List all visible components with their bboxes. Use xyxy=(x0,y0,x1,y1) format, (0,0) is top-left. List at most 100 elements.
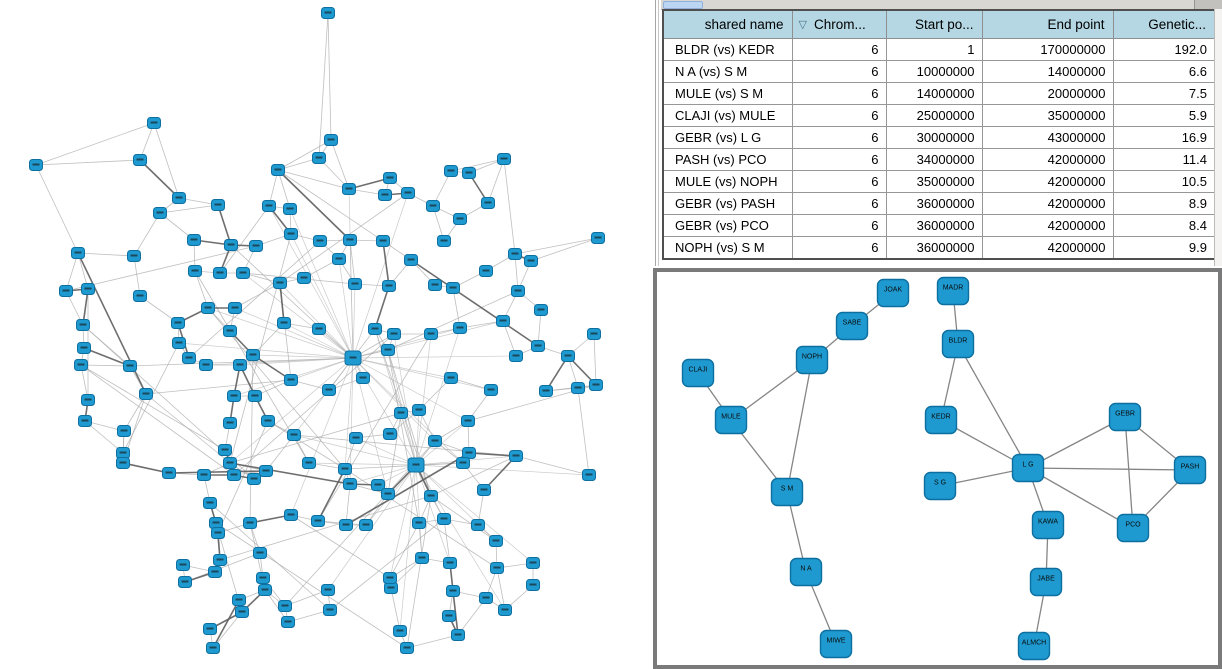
network-node[interactable] xyxy=(356,372,370,384)
network-node[interactable] xyxy=(139,388,153,400)
network-node[interactable] xyxy=(197,469,211,481)
cell-start-position[interactable]: 36000000 xyxy=(885,192,983,215)
cell-shared-name[interactable]: BLDR (vs) KEDR xyxy=(662,38,793,61)
cell-start-position[interactable]: 1 xyxy=(885,38,983,61)
network-node[interactable] xyxy=(437,235,451,247)
cell-start-position[interactable]: 10000000 xyxy=(885,60,983,83)
network-node[interactable] xyxy=(498,604,512,616)
network-node[interactable] xyxy=(453,213,467,225)
table-row[interactable]: CLAJI (vs) MULE 6 25000000 35000000 5.9 xyxy=(662,104,1216,127)
network-node[interactable] xyxy=(284,374,298,386)
network-node[interactable] xyxy=(123,360,137,372)
cell-shared-name[interactable]: CLAJI (vs) MULE xyxy=(662,104,793,127)
network-node[interactable] xyxy=(456,457,470,469)
network-node[interactable] xyxy=(446,282,460,294)
network-node[interactable] xyxy=(461,415,475,427)
network-node[interactable] xyxy=(342,183,356,195)
table-row[interactable]: MULE (vs) NOPH 6 35000000 42000000 10.5 xyxy=(662,170,1216,193)
node-bldr[interactable]: BLDR xyxy=(941,329,975,359)
cell-genetic-distance[interactable]: 6.6 xyxy=(1112,60,1216,83)
table-row[interactable]: GEBR (vs) PASH 6 36000000 42000000 8.9 xyxy=(662,192,1216,215)
network-node[interactable] xyxy=(259,465,273,477)
table-row[interactable]: MULE (vs) S M 6 14000000 20000000 7.5 xyxy=(662,82,1216,105)
network-node[interactable] xyxy=(182,352,196,364)
network-node[interactable] xyxy=(209,517,223,529)
table-row[interactable]: PASH (vs) PCO 6 34000000 42000000 11.4 xyxy=(662,148,1216,171)
network-node[interactable] xyxy=(116,447,130,459)
network-node[interactable] xyxy=(324,134,338,146)
cell-genetic-distance[interactable]: 8.4 xyxy=(1112,214,1216,237)
network-node[interactable] xyxy=(302,457,316,469)
network-node[interactable] xyxy=(508,248,522,260)
network-node[interactable] xyxy=(511,285,525,297)
attribute-table[interactable]: shared name ▽ Chrom... Start po... End point… xyxy=(662,9,1216,260)
table-row[interactable]: N A (vs) S M 6 10000000 14000000 6.6 xyxy=(662,60,1216,83)
column-header-shared-name[interactable]: shared name xyxy=(662,9,793,39)
network-node[interactable] xyxy=(496,315,510,327)
node-s-g[interactable]: S G xyxy=(923,471,957,501)
network-node[interactable] xyxy=(446,585,460,597)
network-node[interactable] xyxy=(213,267,227,279)
node-gebr[interactable]: GEBR xyxy=(1108,402,1142,432)
network-node[interactable] xyxy=(368,323,382,335)
network-node[interactable] xyxy=(227,469,241,481)
dense-network-panel[interactable] xyxy=(0,0,655,669)
column-header-genetic-distance[interactable]: Genetic... xyxy=(1112,9,1216,39)
network-node[interactable] xyxy=(401,187,415,199)
network-node[interactable] xyxy=(371,479,385,491)
network-node[interactable] xyxy=(471,519,485,531)
network-node[interactable] xyxy=(232,594,246,606)
cell-genetic-distance[interactable]: 5.9 xyxy=(1112,104,1216,127)
network-node[interactable] xyxy=(344,350,362,366)
network-node[interactable] xyxy=(284,509,298,521)
network-node[interactable] xyxy=(582,469,596,481)
network-node[interactable] xyxy=(497,153,511,165)
network-node[interactable] xyxy=(424,490,438,502)
table-row[interactable]: BLDR (vs) KEDR 6 1 170000000 192.0 xyxy=(662,38,1216,61)
network-node[interactable] xyxy=(444,165,458,177)
cell-end-point[interactable]: 35000000 xyxy=(981,104,1114,127)
network-node[interactable] xyxy=(462,447,476,459)
network-node[interactable] xyxy=(378,189,392,201)
network-node[interactable] xyxy=(153,207,167,219)
cell-shared-name[interactable]: GEBR (vs) L G xyxy=(662,126,793,149)
network-node[interactable] xyxy=(509,450,523,462)
network-node[interactable] xyxy=(428,435,442,447)
network-node[interactable] xyxy=(571,382,585,394)
network-node[interactable] xyxy=(227,390,241,402)
network-node[interactable] xyxy=(78,415,92,427)
network-node[interactable] xyxy=(206,642,220,654)
network-node[interactable] xyxy=(76,319,90,331)
network-node[interactable] xyxy=(451,629,465,641)
node-joak[interactable]: JOAK xyxy=(876,278,910,308)
network-node[interactable] xyxy=(188,265,202,277)
table-vertical-scrollbar[interactable] xyxy=(1214,9,1222,266)
network-node[interactable] xyxy=(228,302,242,314)
network-node[interactable] xyxy=(133,290,147,302)
cell-end-point[interactable]: 14000000 xyxy=(981,60,1114,83)
network-node[interactable] xyxy=(258,584,272,596)
network-node[interactable] xyxy=(74,359,88,371)
network-node[interactable] xyxy=(424,328,438,340)
network-node[interactable] xyxy=(256,572,270,584)
network-node[interactable] xyxy=(382,280,396,292)
cell-start-position[interactable]: 36000000 xyxy=(885,214,983,237)
scrollbar-thumb[interactable] xyxy=(663,1,703,9)
network-node[interactable] xyxy=(481,197,495,209)
network-node[interactable] xyxy=(343,478,357,490)
cell-chromosome[interactable]: 6 xyxy=(791,82,887,105)
network-node[interactable] xyxy=(539,385,553,397)
network-node[interactable] xyxy=(591,232,605,244)
cell-end-point[interactable]: 20000000 xyxy=(981,82,1114,105)
network-node[interactable] xyxy=(247,473,261,485)
network-node[interactable] xyxy=(338,463,352,475)
network-node[interactable] xyxy=(172,337,186,349)
network-node[interactable] xyxy=(162,467,176,479)
network-node[interactable] xyxy=(526,579,540,591)
network-node[interactable] xyxy=(199,359,213,371)
cell-shared-name[interactable]: NOPH (vs) S M xyxy=(662,236,793,260)
network-node[interactable] xyxy=(400,642,414,654)
network-node[interactable] xyxy=(349,432,363,444)
network-node[interactable] xyxy=(412,517,426,529)
network-node[interactable] xyxy=(203,623,217,635)
